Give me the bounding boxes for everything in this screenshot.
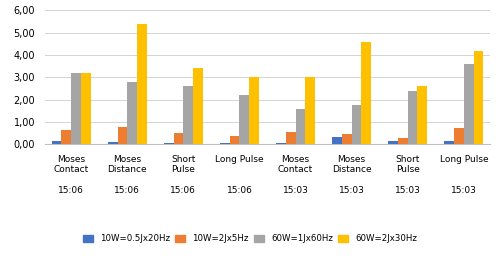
- Bar: [137, 24, 146, 144]
- Bar: [418, 86, 427, 144]
- Text: Moses
Distance: Moses Distance: [108, 155, 147, 174]
- Bar: [62, 130, 71, 144]
- Bar: [362, 42, 371, 144]
- Bar: [296, 109, 306, 144]
- Bar: [398, 138, 407, 144]
- Text: Short
Pulse: Short Pulse: [171, 155, 196, 174]
- Bar: [444, 141, 454, 144]
- Text: Short
Pulse: Short Pulse: [396, 155, 420, 174]
- Bar: [230, 136, 239, 144]
- Text: Moses
Contact: Moses Contact: [278, 155, 313, 174]
- Text: 15:03: 15:03: [282, 186, 308, 195]
- Bar: [249, 77, 259, 144]
- Text: Moses
Contact: Moses Contact: [54, 155, 89, 174]
- Text: 15:06: 15:06: [114, 186, 140, 195]
- Bar: [108, 142, 118, 144]
- Text: 15:06: 15:06: [226, 186, 252, 195]
- Text: 15:03: 15:03: [395, 186, 420, 195]
- Bar: [332, 137, 342, 144]
- Bar: [342, 134, 351, 144]
- Bar: [240, 95, 249, 144]
- Bar: [276, 143, 286, 144]
- Legend: 10W=0.5Jx20Hz, 10W=2Jx5Hz, 60W=1Jx60Hz, 60W=2Jx30Hz: 10W=0.5Jx20Hz, 10W=2Jx5Hz, 60W=1Jx60Hz, …: [82, 234, 417, 243]
- Bar: [408, 91, 418, 144]
- Bar: [174, 133, 184, 144]
- Bar: [220, 143, 230, 144]
- Text: 15:03: 15:03: [451, 186, 477, 195]
- Text: Long Pulse: Long Pulse: [215, 155, 264, 164]
- Bar: [128, 82, 137, 144]
- Bar: [454, 128, 464, 144]
- Text: 15:06: 15:06: [170, 186, 196, 195]
- Bar: [464, 64, 473, 144]
- Bar: [71, 73, 81, 144]
- Bar: [81, 73, 90, 144]
- Text: 15:03: 15:03: [338, 186, 364, 195]
- Bar: [352, 105, 362, 144]
- Bar: [388, 141, 398, 144]
- Bar: [184, 86, 193, 144]
- Bar: [286, 132, 296, 144]
- Bar: [474, 51, 484, 144]
- Text: Moses
Distance: Moses Distance: [332, 155, 372, 174]
- Text: 15:06: 15:06: [58, 186, 84, 195]
- Bar: [118, 127, 128, 144]
- Bar: [306, 77, 315, 144]
- Bar: [164, 143, 173, 144]
- Text: Long Pulse: Long Pulse: [440, 155, 488, 164]
- Bar: [193, 68, 203, 144]
- Bar: [52, 141, 62, 144]
